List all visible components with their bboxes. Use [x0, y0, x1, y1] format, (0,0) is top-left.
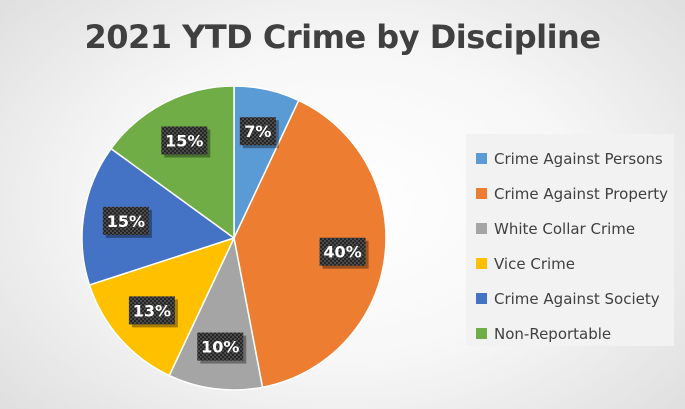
legend-item-crime-against-society: Crime Against Society: [476, 281, 674, 316]
data-label-white-collar-crime: 10%: [197, 332, 247, 364]
legend-swatch: [476, 293, 487, 304]
legend-item-non-reportable: Non-Reportable: [476, 316, 674, 351]
legend-swatch: [476, 328, 487, 339]
pie-slice-crime-against-property: [233, 99, 387, 389]
svg-text:40%: 40%: [323, 243, 361, 262]
data-label-crime-against-persons: 7%: [239, 117, 279, 149]
legend-swatch: [476, 188, 487, 199]
legend-label: Vice Crime: [494, 254, 575, 273]
legend-swatch: [476, 223, 487, 234]
data-label-crime-against-society: 15%: [102, 206, 152, 238]
data-label-vice-crime: 13%: [128, 296, 178, 328]
legend: Crime Against Persons Crime Against Prope…: [466, 134, 674, 346]
svg-text:10%: 10%: [201, 338, 239, 357]
chart-title: 2021 YTD Crime by Discipline: [84, 18, 601, 56]
legend-label: Crime Against Persons: [494, 149, 663, 168]
legend-label: White Collar Crime: [494, 219, 636, 238]
data-label-crime-against-property: 40%: [319, 237, 369, 269]
legend-label: Crime Against Society: [494, 289, 660, 308]
svg-text:15%: 15%: [107, 212, 145, 231]
pie-slice-crime-against-society: [81, 147, 236, 286]
legend-item-crime-against-persons: Crime Against Persons: [476, 141, 674, 176]
svg-text:7%: 7%: [244, 122, 271, 141]
legend-item-vice-crime: Vice Crime: [476, 246, 674, 281]
legend-label: Crime Against Property: [494, 184, 669, 203]
pie-slice-non-reportable: [109, 85, 235, 240]
legend-item-crime-against-property: Crime Against Property: [476, 176, 674, 211]
pie-slices: [81, 85, 387, 391]
legend-swatch: [476, 258, 487, 269]
data-label-non-reportable: 15%: [161, 126, 211, 158]
svg-text:15%: 15%: [165, 131, 203, 150]
legend-item-white-collar-crime: White Collar Crime: [476, 211, 674, 246]
svg-text:13%: 13%: [133, 301, 171, 320]
legend-label: Non-Reportable: [494, 324, 612, 343]
pie-data-labels: 7% 40% 10% 13% 15% 15%: [102, 117, 369, 364]
legend-swatch: [476, 153, 487, 164]
